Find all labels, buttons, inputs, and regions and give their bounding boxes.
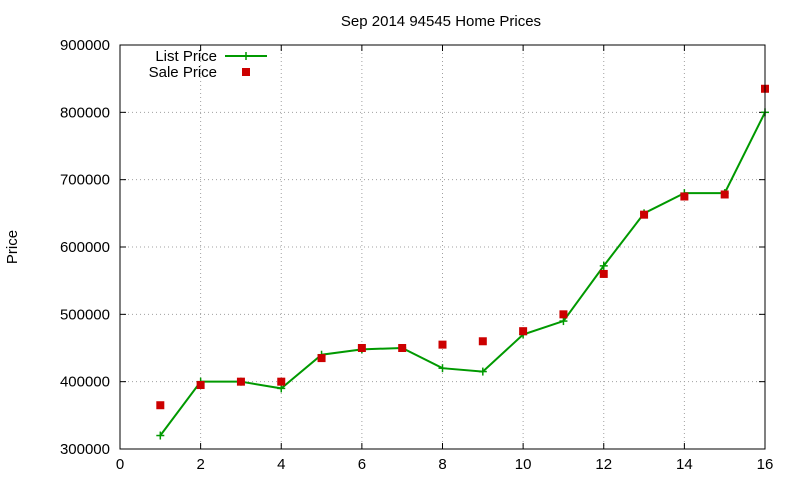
plot-frame [119,44,766,450]
x-tick-label: 12 [595,456,612,473]
list-price-point [156,431,165,440]
sale-price-point [559,310,568,319]
x-tick-label: 8 [438,456,446,473]
legend-swatch-sale-price [242,68,250,76]
x-tick-label: 4 [277,456,285,473]
sale-price-point [599,269,608,278]
legend-label-sale-price: Sale Price [149,64,217,81]
sale-price-point [680,192,689,201]
sale-price-point [317,354,326,363]
chart-title: Sep 2014 94545 Home Prices [341,13,541,30]
y-tick-label: 600000 [60,239,110,256]
sale-price-point [156,401,165,410]
y-tick-label: 300000 [60,441,110,458]
x-tick-label: 16 [757,456,774,473]
list-price-point [599,261,608,270]
sale-price-point [478,337,487,346]
x-tick-label: 14 [676,456,693,473]
x-tick-label: 10 [515,456,532,473]
list-price-line [159,111,766,437]
list-price-point [277,384,286,393]
grid [120,45,765,449]
y-tick-label: 400000 [60,374,110,391]
y-tick-label: 800000 [60,104,110,121]
sale-price-point [519,327,528,336]
sale-price-point [398,344,407,352]
sale-price-point [277,377,286,386]
sale-price-point [720,190,729,199]
x-tick-label: 2 [196,456,204,473]
plot-area [156,84,769,440]
list-price-point [478,367,487,376]
legend-marker-list-price [242,52,250,60]
y-axis-label: Price [4,230,21,264]
x-tick-label: 0 [116,456,124,473]
y-tick-label: 900000 [60,37,110,54]
sale-price-point [357,344,366,352]
x-tick-label: 6 [358,456,366,473]
sale-price-point [640,210,649,219]
y-tick-label: 500000 [60,306,110,323]
ticks: 300000 400000 500000 600000 700000 800000 9000… [60,37,773,473]
y-tick-label: 700000 [60,172,110,189]
sale-price-point [196,381,205,390]
sale-price-point [236,377,245,386]
list-price-point [438,364,447,373]
list-price-point [559,317,568,326]
legend-label-list-price: List Price [155,48,217,65]
sale-price-point [438,340,447,349]
